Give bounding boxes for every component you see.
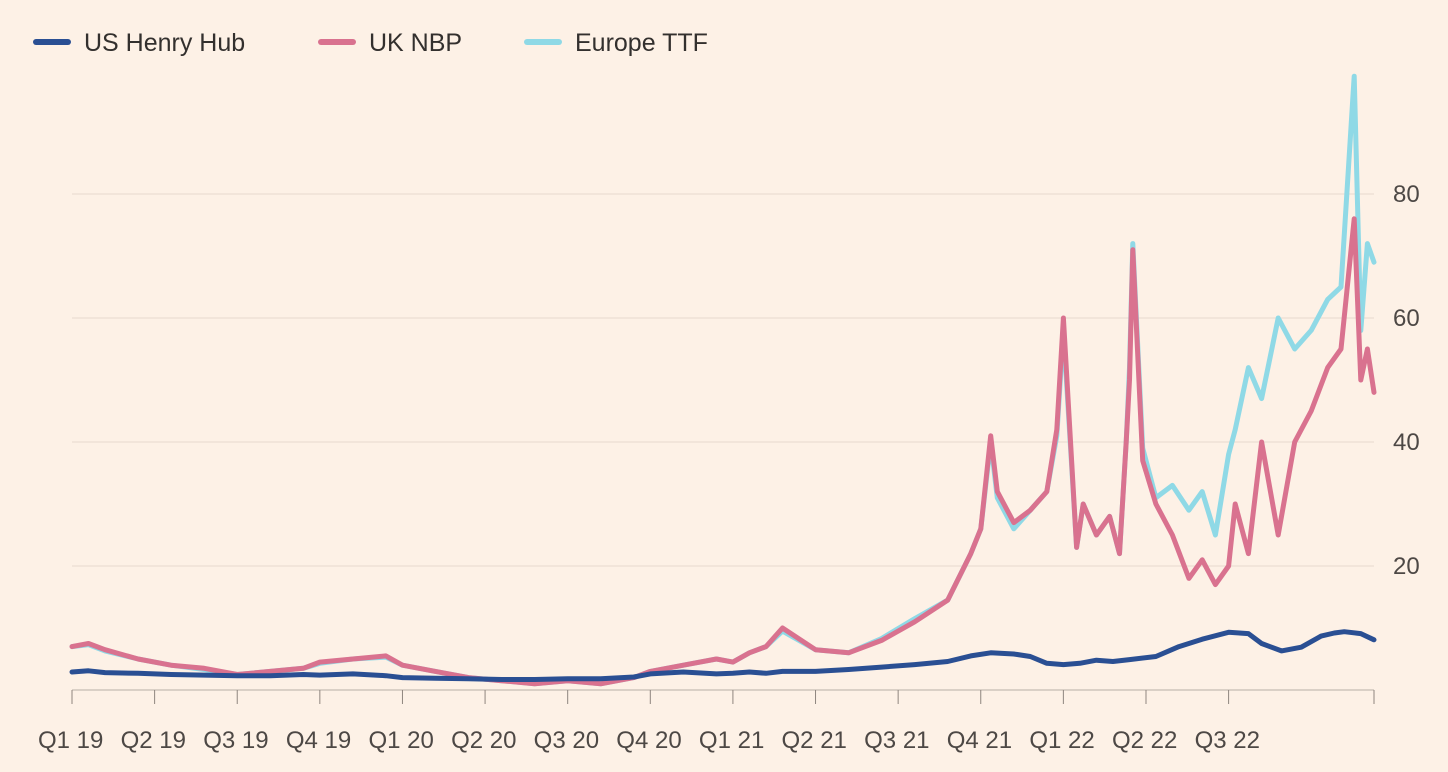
x-tick-label: Q2 21 (782, 727, 847, 754)
series-line-uk-nbp (69, 216, 1377, 687)
x-tick-label: Q4 20 (616, 727, 681, 754)
x-tick-label: Q2 20 (451, 727, 516, 754)
x-tick-label: Q2 19 (121, 727, 186, 754)
x-tick-label: Q1 21 (699, 727, 764, 754)
series-line-europe-ttf (69, 73, 1377, 687)
axes: 20 40 60 80 Q1 19 Q2 19 Q3 19 Q4 19 Q1 20 Q2 20 Q3… (38, 181, 1420, 754)
x-tick-label: Q3 21 (864, 727, 929, 754)
x-tick-label: Q1 19 (38, 727, 103, 754)
x-tick-label: Q1 22 (1029, 727, 1094, 754)
legend-label: Europe TTF (575, 29, 708, 57)
y-tick-label: 20 (1393, 553, 1420, 580)
x-tick-label: Q4 19 (286, 727, 351, 754)
legend-label: US Henry Hub (84, 29, 245, 57)
gridlines (72, 193, 1374, 567)
y-tick-label: 60 (1393, 305, 1420, 332)
x-tick-label: Q3 20 (534, 727, 599, 754)
x-tick-label: Q3 22 (1195, 727, 1260, 754)
x-tick-label: Q1 20 (368, 727, 433, 754)
series-lines (69, 73, 1377, 687)
series-line-us-henry-hub (69, 629, 1377, 682)
x-tick-label: Q2 22 (1112, 727, 1177, 754)
legend-label: UK NBP (369, 29, 462, 57)
y-tick-label: 80 (1393, 181, 1420, 208)
legend: US Henry Hub UK NBP Europe TTF (33, 29, 708, 57)
x-tick-label: Q3 19 (203, 727, 268, 754)
y-tick-label: 40 (1393, 429, 1420, 456)
x-tick-label: Q4 21 (947, 727, 1012, 754)
